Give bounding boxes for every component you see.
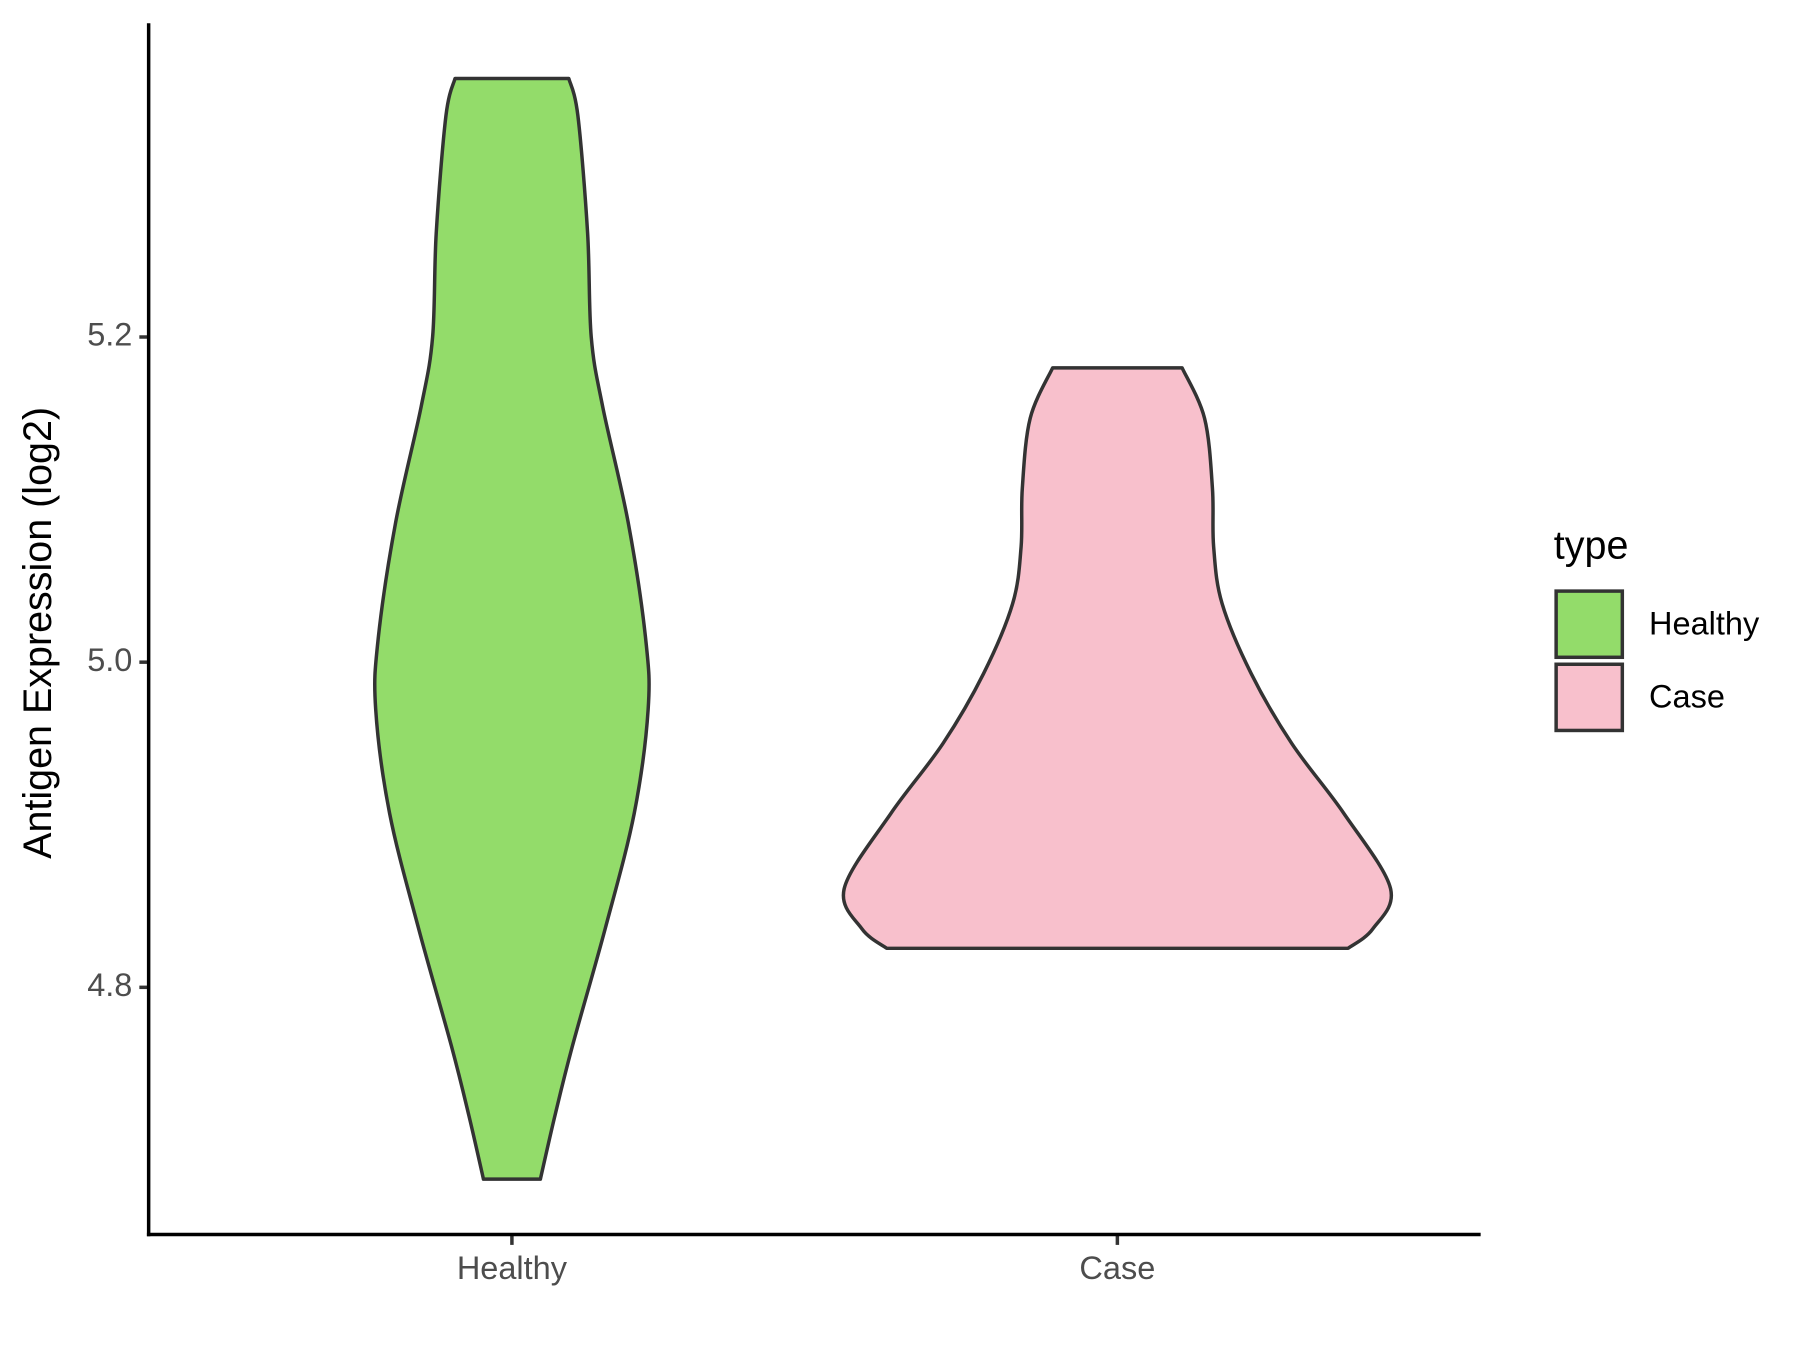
- y-tick-label: 5.0: [87, 642, 132, 678]
- legend-label: Healthy: [1649, 606, 1760, 642]
- x-tick-label: Case: [1079, 1250, 1155, 1286]
- legend-title: type: [1554, 524, 1629, 568]
- violin: [372, 76, 651, 1181]
- y-axis-title: Antigen Expression (log2): [16, 407, 60, 859]
- legend-key: [1554, 589, 1625, 660]
- violin: [841, 366, 1394, 951]
- legend-label: Case: [1649, 679, 1725, 715]
- x-tick-label: Healthy: [457, 1250, 568, 1286]
- y-tick-label: 4.8: [87, 967, 132, 1003]
- y-tick-label: 5.2: [87, 317, 132, 353]
- legend-key: [1554, 662, 1625, 733]
